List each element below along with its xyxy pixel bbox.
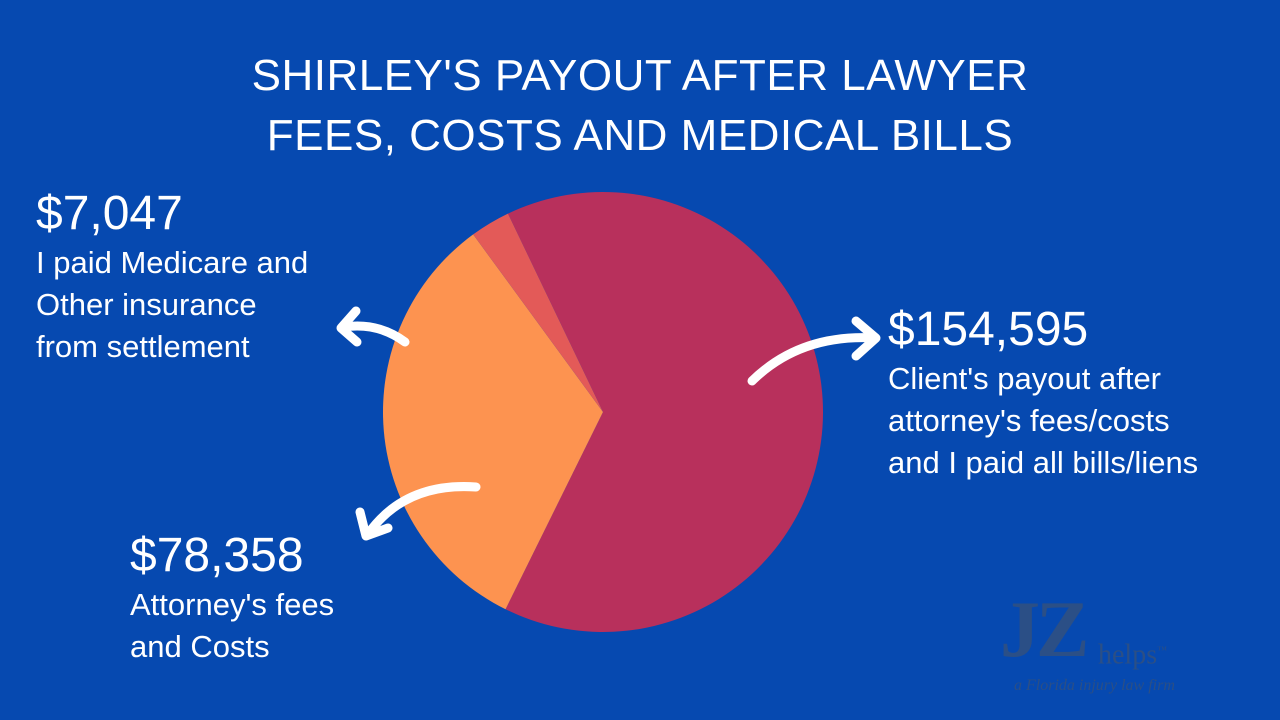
medicare-desc-line-3: from settlement [36, 329, 250, 364]
callout-client: $154,595 Client's payout after attorney'… [888, 302, 1278, 484]
arrow-to-client [747, 316, 881, 386]
client-desc-line-1: Client's payout after [888, 361, 1162, 396]
callout-arrows [336, 306, 881, 541]
client-amount: $154,595 [888, 303, 1089, 356]
chart-title-line-1: SHIRLEY'S PAYOUT AFTER LAWYER [251, 51, 1029, 100]
callout-attorney: $78,358 Attorney's fees and Costs [130, 528, 430, 668]
client-desc-line-3: and I paid all bills/liens [888, 445, 1199, 480]
jz-helps-logo: JZ helps™ a Florida injury law firm [980, 590, 1240, 710]
logo-word: helps™ [1098, 636, 1167, 670]
medicare-amount: $7,047 [36, 187, 183, 240]
pie-slice-attorney-fees [382, 234, 603, 610]
medicare-desc-line-2: Other insurance [36, 287, 257, 322]
attorney-amount: $78,358 [130, 529, 304, 582]
arrow-to-attorney [355, 482, 481, 541]
pie-slice-medicare [473, 213, 603, 412]
callout-medicare: $7,047 I paid Medicare and Other insuran… [36, 186, 396, 368]
logo-tagline: a Florida injury law firm [1014, 677, 1175, 694]
logo-trademark: ™ [1157, 645, 1167, 656]
medicare-desc-line-1: I paid Medicare and [36, 245, 309, 280]
chart-title: SHIRLEY'S PAYOUT AFTER LAWYER FEES, COST… [0, 46, 1280, 166]
attorney-desc-line-2: and Costs [130, 629, 270, 664]
logo-mark: JZ [1000, 586, 1089, 674]
pie-slices [382, 192, 824, 633]
pie-slice-client-payout [505, 192, 824, 633]
logo-word-text: helps [1098, 639, 1158, 671]
attorney-desc-line-1: Attorney's fees [130, 587, 335, 622]
chart-title-line-2: FEES, COSTS AND MEDICAL BILLS [266, 111, 1014, 160]
client-desc-line-2: attorney's fees/costs [888, 403, 1170, 438]
arrow-to-medicare [336, 306, 410, 347]
